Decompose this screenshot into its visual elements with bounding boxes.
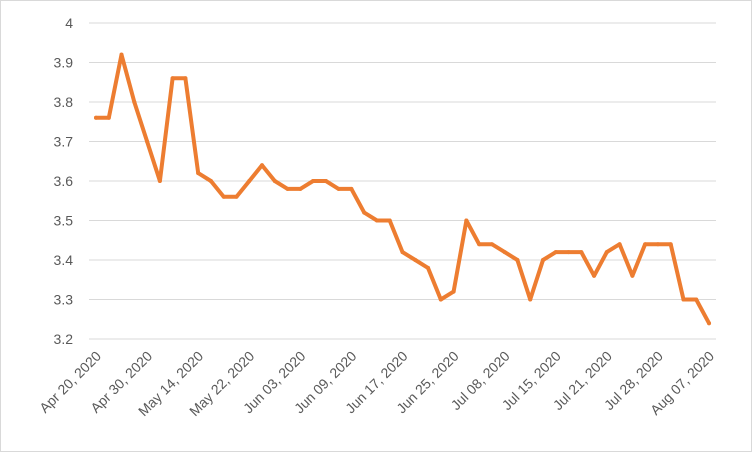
y-tick-label: 3.8 [54, 94, 74, 110]
data-point [298, 186, 303, 191]
data-point [604, 250, 609, 255]
y-tick-label: 3.2 [54, 331, 74, 347]
data-point [655, 242, 660, 247]
data-point [694, 297, 699, 302]
data-point [285, 186, 290, 191]
data-point [145, 139, 150, 144]
data-point [477, 242, 482, 247]
data-point [196, 171, 201, 176]
series-line [94, 52, 711, 326]
data-point [170, 76, 175, 81]
data-point [579, 250, 584, 255]
data-point [311, 179, 316, 183]
data-point [247, 179, 252, 183]
data-point [592, 273, 597, 278]
data-point [132, 100, 137, 104]
data-point [157, 179, 162, 183]
data-point [540, 258, 545, 262]
data-point [643, 242, 648, 247]
series-layer [94, 52, 711, 326]
data-point [260, 163, 265, 168]
data-point [221, 194, 226, 199]
data-point [451, 289, 456, 294]
data-point [681, 297, 686, 302]
y-tick-label: 3.4 [54, 252, 74, 268]
data-point [668, 242, 673, 247]
data-point [528, 297, 533, 302]
data-point [183, 76, 188, 81]
data-point [426, 265, 431, 270]
data-point [362, 210, 367, 215]
y-tick-label: 3.9 [54, 55, 74, 71]
data-point [119, 52, 124, 57]
data-point [707, 321, 711, 326]
data-point [502, 250, 507, 255]
data-point [489, 242, 494, 247]
y-tick-label: 3.5 [54, 213, 74, 229]
data-point [566, 250, 571, 255]
data-point [94, 115, 98, 120]
y-tick-label: 3.7 [54, 134, 74, 150]
gridlines [89, 22, 716, 340]
data-point [553, 250, 558, 255]
y-tick-label: 3.6 [54, 173, 74, 189]
data-point [630, 273, 635, 278]
data-point [106, 115, 111, 120]
data-point [349, 186, 354, 191]
data-point [413, 258, 418, 262]
y-tick-label: 3.3 [54, 292, 74, 308]
data-point [208, 179, 213, 183]
y-tick-label: 4 [65, 15, 73, 31]
data-point [234, 194, 239, 199]
data-point [438, 297, 443, 302]
data-point [374, 218, 379, 223]
data-point [515, 258, 520, 262]
data-point [400, 250, 405, 255]
data-point [272, 179, 277, 183]
data-point [464, 218, 469, 223]
data-point [336, 186, 341, 191]
data-point [323, 179, 328, 183]
data-point [617, 242, 622, 247]
data-point [387, 218, 392, 223]
y-axis-tick-labels: 3.2 3.3 3.4 3.5 3.6 3.7 3.8 3.9 4 [54, 15, 74, 347]
